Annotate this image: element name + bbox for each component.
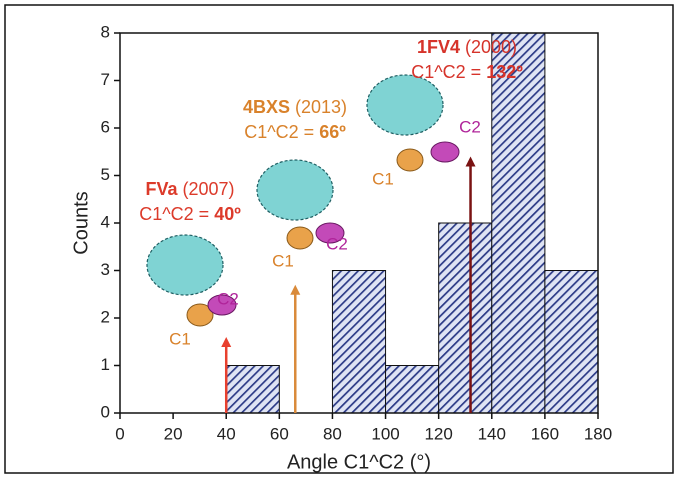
structure-name: 4BXS [243, 97, 290, 117]
x-tick-label: 140 [478, 424, 506, 443]
c2-blob [430, 141, 460, 163]
angle-value: 132º [486, 62, 523, 82]
x-tick-label: 180 [584, 424, 612, 443]
annotation-angle: C1^C2 = 40º [139, 204, 241, 224]
x-tick-label: 0 [115, 424, 124, 443]
angle-formula: C1^C2 = [244, 122, 314, 142]
c1-label: C1 [169, 329, 191, 348]
y-tick-label: 1 [101, 355, 110, 374]
bar [331, 270, 387, 414]
y-tick-label: 6 [101, 117, 110, 136]
c1-label: C1 [372, 169, 394, 188]
y-tick-label: 4 [101, 212, 110, 231]
bar [225, 365, 280, 414]
y-tick-label: 2 [101, 307, 110, 326]
c1-blob [186, 303, 214, 327]
x-axis-title: Angle C1^C2 (°) [287, 451, 431, 473]
angle-value: 40º [214, 204, 241, 224]
c2-blob [207, 294, 237, 316]
x-tick-label: 60 [270, 424, 289, 443]
structure-year: (2013) [295, 97, 347, 117]
y-tick-label: 5 [101, 165, 110, 184]
c1-blob [286, 226, 314, 250]
x-tick-label: 160 [531, 424, 559, 443]
c1-blob [396, 148, 424, 172]
structures [146, 74, 460, 327]
c2-blob [315, 222, 345, 244]
c2-label: C2 [459, 117, 481, 136]
structure-year: (2007) [183, 179, 235, 199]
annotation-title: 4BXS (2013) [243, 97, 347, 117]
angle-value: 66º [319, 122, 346, 142]
c2-label: C2 [217, 289, 239, 308]
domain-blob [146, 234, 224, 296]
structure-year: (2000) [465, 37, 517, 57]
arrow-head [465, 156, 476, 167]
y-tick-label: 0 [101, 402, 110, 421]
bar [438, 222, 493, 414]
domain-blob [256, 159, 334, 221]
annotation-title: FVa (2007) [145, 179, 234, 199]
y-tick-label: 7 [101, 70, 110, 89]
structure-name: FVa [145, 179, 178, 199]
x-tick-label: 20 [164, 424, 183, 443]
y-axis-title: Counts [70, 191, 92, 254]
c2-label: C2 [326, 234, 348, 253]
frame [4, 4, 674, 474]
x-tick-label: 80 [323, 424, 342, 443]
annotation-angle: C1^C2 = 66º [244, 122, 346, 142]
arrow-head [221, 337, 232, 347]
x-tick-label: 120 [424, 424, 452, 443]
angle-formula: C1^C2 = [411, 62, 481, 82]
domain-blob [366, 74, 444, 136]
x-tick-label: 40 [217, 424, 236, 443]
y-tick-label: 3 [101, 260, 110, 279]
bar [385, 365, 440, 414]
annotation-angle: C1^C2 = 132º [411, 62, 523, 82]
arrow-head [290, 284, 301, 295]
x-tick-label: 100 [371, 424, 399, 443]
angle-formula: C1^C2 = [139, 204, 209, 224]
bar [491, 32, 546, 414]
annotation-title: 1FV4 (2000) [417, 37, 517, 57]
c1-label: C1 [272, 251, 294, 270]
structure-name: 1FV4 [417, 37, 460, 57]
bar [544, 270, 599, 414]
y-tick-label: 8 [101, 22, 110, 41]
